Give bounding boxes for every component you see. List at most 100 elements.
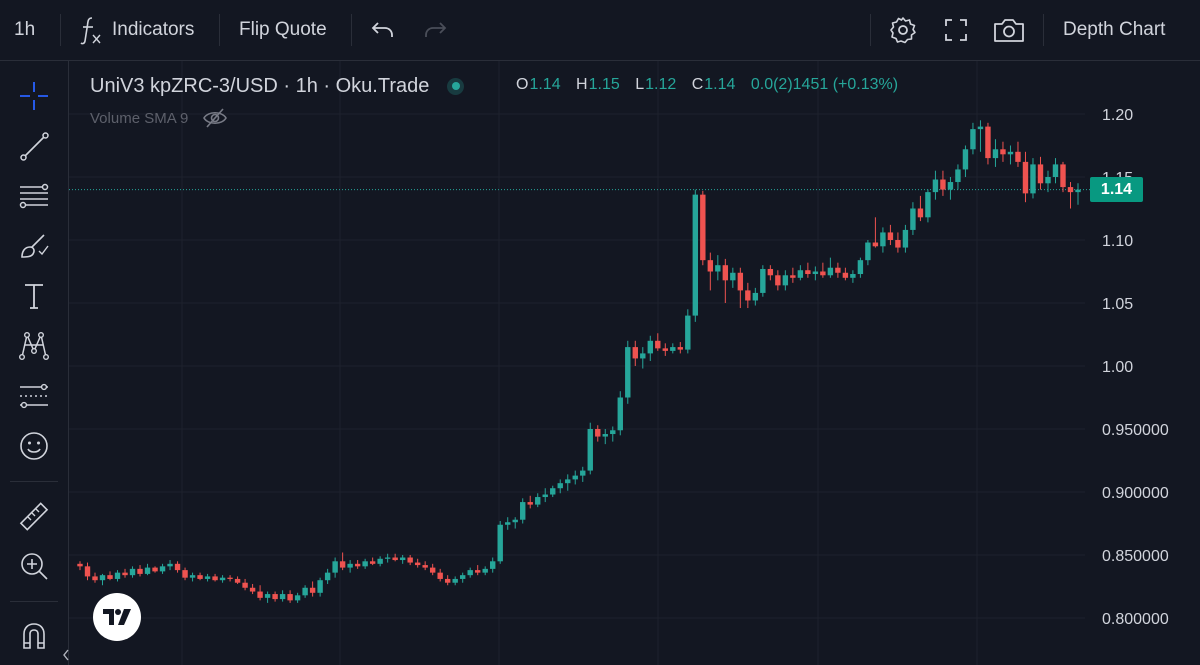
candle-body: [820, 271, 826, 276]
candle-body: [444, 578, 451, 583]
trendline-icon: [20, 132, 49, 161]
candle-body: [204, 576, 211, 579]
tradingview-logo[interactable]: [93, 593, 141, 641]
candle-body: [850, 274, 856, 278]
undo-button[interactable]: [370, 0, 396, 60]
candle-body: [962, 149, 969, 170]
symbol-title[interactable]: UniV3 kpZRC-3/USD · 1h · Oku.Trade: [90, 74, 430, 97]
zoom-in-tool[interactable]: [10, 546, 58, 586]
emoji-tool[interactable]: [10, 426, 58, 466]
candle-body: [910, 208, 916, 230]
crosshair-tool[interactable]: [10, 76, 58, 116]
pattern-tool[interactable]: [10, 326, 58, 366]
price-axis: 1.201.151.101.051.000.9500000.9000000.85…: [1102, 107, 1169, 628]
candle-body: [407, 557, 413, 563]
candle-body: [865, 242, 871, 261]
candle-body: [677, 347, 684, 350]
candle-body: [167, 563, 173, 567]
indicators-button[interactable]: Indicators: [78, 0, 194, 60]
candle-body: [835, 267, 841, 273]
candle-body: [264, 594, 271, 598]
candle-body: [317, 580, 323, 593]
candle-body: [550, 488, 556, 495]
redo-button[interactable]: [422, 0, 448, 60]
indicator-label: Volume SMA 9: [90, 109, 189, 127]
hidden-eye-icon[interactable]: [202, 107, 228, 129]
candle-body: [872, 242, 879, 247]
market-status-dot[interactable]: [447, 77, 465, 95]
candle-body: [707, 260, 714, 272]
pattern-icon: [19, 332, 50, 361]
depth-chart-button[interactable]: Depth Chart: [1063, 0, 1165, 60]
high-label: H: [576, 76, 588, 93]
y-tick-label: 0.900000: [1102, 485, 1169, 502]
candle-body: [474, 570, 481, 573]
candle-body: [369, 561, 376, 564]
depth-chart-label: Depth Chart: [1063, 19, 1166, 40]
emoji-icon: [20, 432, 48, 460]
candle-body: [279, 594, 286, 600]
candle-body: [737, 272, 744, 291]
volume-indicator-legend[interactable]: Volume SMA 9: [90, 107, 228, 129]
fib-retracement-tool[interactable]: [10, 176, 58, 216]
close-value: 1.14: [704, 76, 736, 93]
candle-body: [1015, 151, 1021, 162]
candle-body: [790, 275, 796, 278]
forecast-tool[interactable]: [10, 376, 58, 416]
candle-body: [760, 268, 766, 293]
last-price-badge: 1.14: [1090, 177, 1143, 202]
candle-body: [294, 595, 301, 601]
candle-body: [99, 575, 106, 581]
candle-body: [452, 578, 458, 583]
candle-body: [332, 561, 338, 573]
candle-body: [1037, 164, 1044, 184]
toolbar-divider: [10, 601, 58, 602]
candle-body: [895, 240, 901, 248]
y-tick-label: 0.800000: [1102, 611, 1169, 628]
high-value: 1.15: [588, 76, 620, 93]
collapse-toolbar-button[interactable]: [62, 647, 70, 663]
text-tool[interactable]: [10, 276, 58, 316]
candle-body: [925, 192, 931, 218]
candle-body: [324, 572, 331, 581]
interval-button[interactable]: 1h: [14, 0, 35, 60]
candle-body: [1052, 164, 1059, 177]
price-chart[interactable]: 1.20 1.15 1.10 1.05 1.00 0.950000 0.900000 0.85…: [69, 61, 1200, 665]
change-value: 0.0(2)1451 (+0.13%): [750, 76, 899, 93]
fullscreen-button[interactable]: [942, 0, 970, 60]
settings-button[interactable]: [888, 0, 918, 60]
zoom-in-icon: [21, 553, 48, 580]
candle-body: [309, 587, 316, 593]
candle-body: [482, 568, 488, 573]
candle-body: [77, 563, 83, 567]
brush-tool[interactable]: [10, 226, 58, 266]
screenshot-button[interactable]: [992, 0, 1026, 60]
candle-body: [992, 149, 999, 159]
measure-tool[interactable]: [10, 496, 58, 536]
candle-body: [242, 582, 248, 588]
candle-body: [429, 567, 436, 573]
candle-body: [617, 397, 623, 431]
candle-body: [662, 348, 668, 351]
y-tick-label: 1.05: [1102, 296, 1133, 313]
candle-body: [392, 557, 398, 561]
redo-icon: [425, 22, 447, 37]
settings-icon: [890, 17, 916, 44]
candle-body: [1067, 187, 1074, 193]
candle-body: [212, 576, 218, 581]
low-label: L: [635, 76, 645, 93]
candle-body: [152, 567, 158, 572]
candle-body: [144, 567, 151, 574]
candle-body: [422, 565, 428, 568]
magnet-tool[interactable]: [10, 616, 58, 656]
candle-body: [625, 347, 631, 398]
trendline-tool[interactable]: [10, 126, 58, 166]
flip-quote-button[interactable]: Flip Quote: [239, 0, 327, 60]
candle-body: [159, 566, 166, 572]
candle-body: [775, 275, 781, 286]
candle-body: [655, 340, 661, 349]
candle-body: [565, 479, 571, 484]
candle-body: [970, 129, 976, 150]
open-label: O: [516, 76, 529, 93]
candle-body: [947, 182, 954, 190]
